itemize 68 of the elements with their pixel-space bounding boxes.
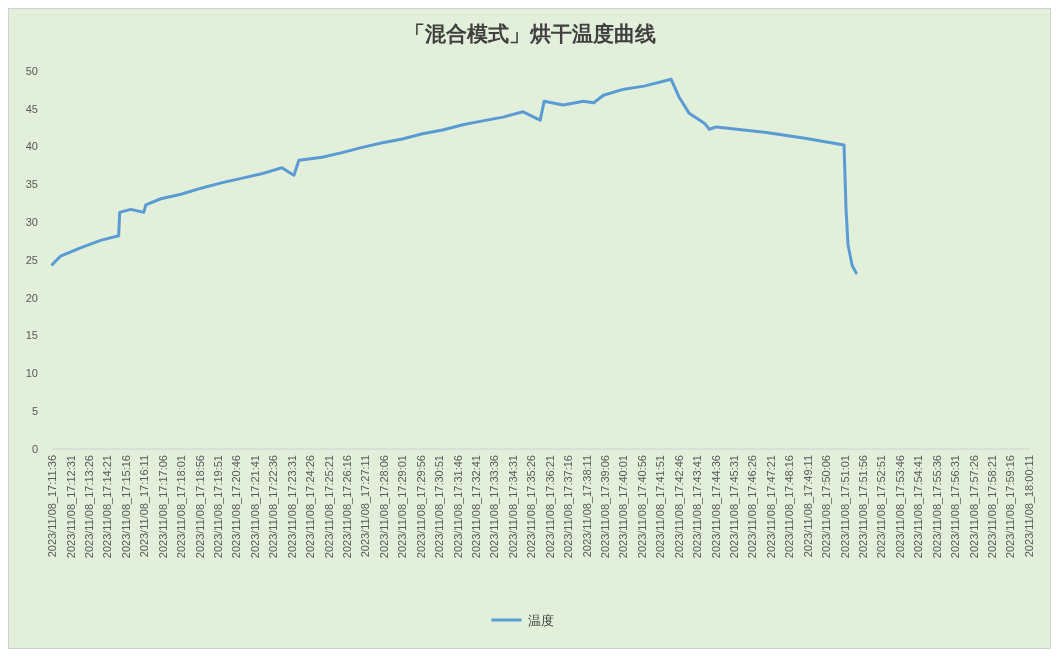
x-tick-label: 2023/11/08_17:43:41	[691, 455, 704, 559]
x-tick-label: 2023/11/08_17:51:01	[838, 455, 851, 559]
x-tick-label: 2023/11/08_17:20:46	[230, 455, 243, 559]
y-tick-label: 30	[25, 216, 38, 229]
x-tick-label: 2023/11/08_17:51:56	[857, 455, 869, 559]
x-tick-label: 2023/11/08_17:55:36	[930, 455, 943, 559]
line-series	[50, 77, 858, 275]
y-tick-label: 25	[25, 253, 38, 266]
x-tick-label: 2023/11/08_17:16:11	[138, 455, 151, 558]
x-tick-label: 2023/11/08_17:12:31	[64, 455, 77, 559]
y-tick-label: 40	[25, 140, 38, 153]
x-tick-label: 2023/11/08_17:42:46	[672, 455, 685, 559]
x-tick-label: 2023/11/08_17:46:26	[746, 455, 759, 559]
x-tick-label: 2023/11/08_17:18:56	[193, 455, 206, 559]
x-tick-label: 2023/11/08_17:36:21	[543, 455, 556, 559]
x-tick-label: 2023/11/08_18:00:11	[1022, 455, 1035, 558]
x-tick-label: 2023/11/08_17:33:36	[488, 455, 501, 559]
x-tick-label: 2023/11/08_17:41:51	[654, 455, 667, 559]
x-tick-label: 2023/11/08_17:50:06	[820, 455, 833, 559]
y-tick-label: 45	[25, 102, 38, 115]
x-tick-label: 2023/11/08_17:54:41	[912, 455, 925, 559]
y-tick-label: 10	[25, 367, 38, 380]
x-tick-label: 2023/11/08_17:32:41	[470, 455, 483, 559]
x-tick-label: 2023/11/08_17:52:51	[875, 455, 888, 559]
x-tick-label: 2023/11/08_17:47:21	[764, 455, 777, 559]
x-tick-label: 2023/11/08_17:59:16	[1004, 455, 1017, 559]
x-tick-label: 2023/11/08_17:11:36	[46, 455, 59, 558]
x-tick-label: 2023/11/08_17:31:46	[451, 455, 464, 559]
x-tick-label: 2023/11/08_17:17:06	[156, 455, 169, 559]
y-tick-label: 15	[25, 329, 38, 342]
x-tick-label: 2023/11/08_17:24:26	[304, 455, 317, 559]
x-tick-label: 2023/11/08_17:22:36	[267, 455, 280, 559]
x-tick-label: 2023/11/08_17:13:26	[83, 455, 96, 559]
y-tick-label: 20	[25, 291, 38, 304]
x-tick-label: 2023/11/08_17:29:56	[414, 455, 427, 559]
x-tick-label: 2023/11/08_17:38:11	[580, 455, 593, 558]
x-tick-label: 2023/11/08_17:30:51	[433, 455, 446, 559]
x-tick-label: 2023/11/08_17:18:01	[175, 455, 188, 559]
y-tick-label: 0	[31, 442, 38, 455]
x-tick-label: 2023/11/08_17:26:16	[341, 455, 354, 559]
x-tick-label: 2023/11/08_17:27:11	[359, 455, 372, 558]
y-tick-label: 35	[25, 178, 38, 191]
x-tick-label: 2023/11/08_17:15:16	[119, 455, 132, 559]
x-tick-label: 2023/11/08_17:21:41	[248, 455, 261, 559]
x-tick-label: 2023/11/08_17:39:06	[599, 455, 612, 559]
legend-label: 温度	[527, 612, 554, 628]
y-tick-label: 50	[25, 64, 38, 77]
x-tick-label: 2023/11/08_17:40:01	[617, 455, 630, 559]
x-tick-label: 2023/11/08_17:56:31	[949, 455, 962, 559]
x-tick-label: 2023/11/08_17:40:56	[635, 455, 648, 559]
x-tick-label: 2023/11/08_17:58:21	[985, 455, 998, 559]
chart-title: 「混合模式」烘干温度曲线	[403, 22, 656, 45]
x-tick-label: 2023/11/08_17:57:26	[967, 455, 980, 559]
x-tick-label: 2023/11/08_17:23:31	[285, 455, 298, 559]
x-tick-label: 2023/11/08_17:28:06	[377, 455, 390, 559]
x-tick-label: 2023/11/08_17:45:31	[728, 455, 740, 559]
x-tick-label: 2023/11/08_17:34:31	[506, 455, 519, 559]
x-tick-label: 2023/11/08_17:49:11	[801, 455, 814, 558]
x-tick-label: 2023/11/08_17:37:16	[562, 455, 575, 559]
x-tick-label: 2023/11/08_17:48:16	[783, 455, 796, 559]
x-tick-label: 2023/11/08_17:53:46	[893, 455, 906, 559]
y-tick-label: 5	[31, 405, 38, 418]
x-tick-label: 2023/11/08_17:25:21	[322, 455, 335, 559]
x-tick-label: 2023/11/08_17:35:26	[525, 455, 538, 559]
x-tick-label: 2023/11/08_17:44:36	[709, 455, 722, 559]
x-tick-label: 2023/11/08_17:14:21	[101, 455, 114, 559]
x-tick-label: 2023/11/08_17:29:01	[396, 455, 409, 559]
x-tick-label: 2023/11/08_17:19:51	[212, 455, 225, 559]
